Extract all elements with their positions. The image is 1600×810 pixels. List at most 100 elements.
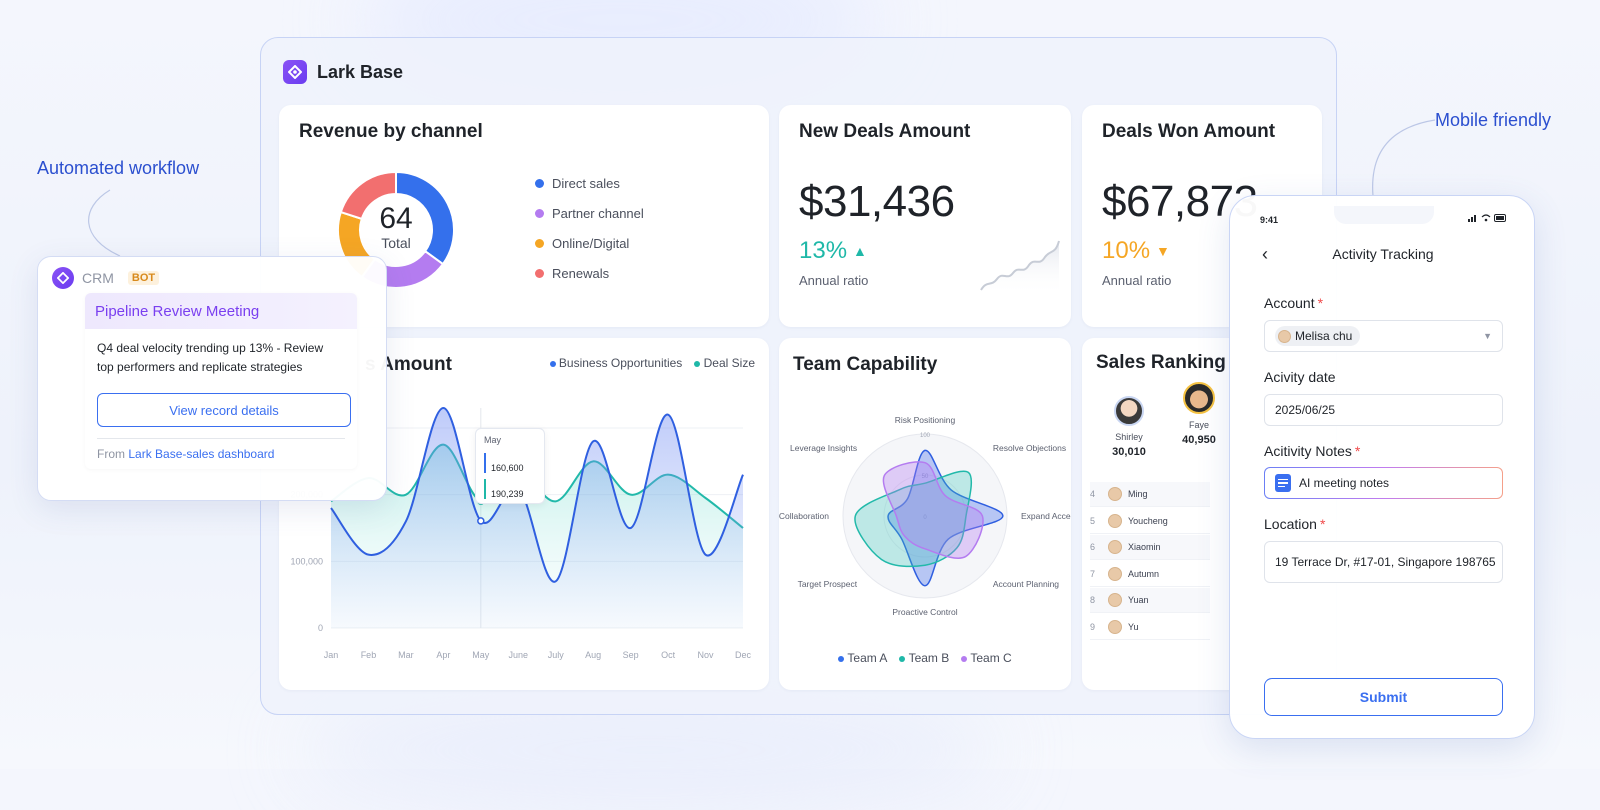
ranking-name: Xiaomin	[1128, 542, 1161, 552]
new-deals-sparkline	[980, 240, 1060, 295]
revenue-legend-item: Online/Digital	[535, 228, 644, 258]
deals-won-title: Deals Won Amount	[1102, 121, 1276, 142]
bot-badge: BOT	[127, 271, 160, 285]
date-label: Acivity date	[1264, 369, 1336, 385]
new-deals-card[interactable]: New Deals Amount $31,436 13% ▲ Annual ra…	[779, 105, 1071, 327]
legend-dot	[535, 178, 544, 188]
radar-axis-label: Risk Positioning	[895, 415, 956, 425]
radar-scale-label: 0	[923, 515, 927, 521]
series-line-business-opportunities[interactable]	[330, 406, 744, 583]
meeting-title-bar: Pipeline Review Meeting	[85, 293, 357, 329]
ranking-row[interactable]: 8 Yuan	[1090, 588, 1210, 613]
mobile-friendly-callout: Mobile friendly	[1435, 110, 1552, 130]
x-tick-label: Mar	[398, 650, 414, 660]
crm-message-text: Q4 deal velocity trending up 13% - Revie…	[97, 341, 324, 374]
area-fill-business-opportunities	[331, 407, 743, 628]
x-tick-label: Jan	[324, 650, 339, 660]
account-select[interactable]: Melisa chu ▼	[1264, 320, 1503, 352]
ranking-row[interactable]: 6 Xiaomin	[1090, 535, 1210, 560]
x-tick-label: Nov	[698, 650, 715, 660]
tooltip-month: May	[484, 435, 502, 445]
avatar	[1108, 619, 1122, 634]
y-tick-label: 0	[318, 623, 323, 633]
radar-axis-label: Proactive Control	[892, 607, 957, 617]
y-tick-label: 100,000	[290, 556, 323, 566]
ranking-name: Youcheng	[1128, 515, 1168, 526]
crm-source-link[interactable]: Lark Base-sales dashboard	[128, 447, 275, 461]
x-tick-label: Apr	[436, 650, 450, 660]
legend-dot	[535, 208, 544, 218]
amount-chart-legend: Business Opportunities Deal Size	[549, 356, 755, 370]
signal-icon	[1468, 215, 1476, 222]
crm-from: From Lark Base-sales dashboard	[97, 447, 275, 461]
date-field[interactable]: 2025/06/25	[1264, 394, 1503, 426]
triangle-up-icon: ▲	[853, 243, 867, 259]
ranking-name: Yu	[1128, 621, 1139, 632]
team-capability-card[interactable]: Team Capability 100 50 0 Risk Positioning Re…	[779, 338, 1071, 690]
radar-series-team-c[interactable]	[882, 461, 984, 559]
ranking-row[interactable]: 4 Ming	[1090, 482, 1210, 507]
team-capability-radar-chart[interactable]: 100 50 0 Risk Positioning Resolve Objections…	[779, 388, 1071, 628]
new-deals-amount: $31,436	[799, 177, 955, 226]
dropdown-caret-icon: ▼	[1483, 331, 1492, 341]
ranking-name: Ming	[1128, 489, 1148, 499]
revenue-legend-item: Partner channel	[535, 198, 644, 228]
notes-value: AI meeting notes	[1299, 476, 1390, 490]
x-tick-label: Aug	[585, 650, 601, 660]
radar-axis-label: Account Planning	[993, 579, 1059, 589]
deals-won-ratio-label: Annual ratio	[1102, 273, 1172, 288]
donut-slice-renewals[interactable]	[339, 170, 397, 221]
amount-area-chart[interactable]: 0100,000200,000JanFebMarAprMayJuneJulyAu…	[279, 378, 769, 678]
triangle-down-icon: ▼	[1156, 243, 1170, 259]
donut-slice-direct-sales[interactable]	[395, 170, 455, 266]
ranking-rank: 6	[1090, 542, 1096, 552]
legend-label: Direct sales	[552, 175, 620, 191]
radar-axis-label: Collaboration	[779, 511, 829, 521]
avatar	[1183, 382, 1215, 414]
ranking-row[interactable]: 5 Youcheng	[1090, 508, 1210, 534]
radar-axis-label: Resolve Objections	[993, 443, 1066, 453]
lark-base-logo-icon	[283, 60, 307, 84]
legend-deal-size: Deal Size	[694, 356, 755, 370]
radar-axis-label: Target Prospect	[798, 579, 858, 589]
crm-divider	[97, 438, 345, 439]
brand: Lark Base	[283, 60, 403, 84]
data-point-may[interactable]	[477, 517, 485, 525]
ranking-top-1: Faye 40,950	[1174, 382, 1224, 446]
ranking-name: Shirley	[1115, 432, 1143, 442]
legend-team-b: Team B	[899, 651, 949, 665]
account-chip: Melisa chu	[1275, 326, 1361, 346]
legend-dot	[535, 268, 544, 278]
sales-ranking-title: Sales Ranking	[1096, 352, 1226, 373]
status-time: 9:41	[1260, 215, 1279, 225]
avatar	[1114, 396, 1144, 426]
back-chevron-icon[interactable]: ‹	[1262, 244, 1268, 264]
chart-tooltip: May 160,600 190,239	[475, 428, 545, 504]
ranking-row[interactable]: 9 Yu	[1090, 614, 1210, 640]
notes-field[interactable]: AI meeting notes	[1264, 467, 1503, 499]
crm-app-name: CRM	[82, 270, 114, 286]
ranking-rank: 5	[1090, 515, 1096, 526]
ranking-row[interactable]: 7 Autumn	[1090, 561, 1210, 587]
donut-total-value: 64	[379, 202, 413, 235]
location-field[interactable]: 19 Terrace Dr, #17-01, Singapore 198765	[1264, 541, 1503, 583]
avatar	[1278, 329, 1291, 343]
submit-button[interactable]: Submit	[1264, 678, 1503, 716]
crm-app-icon	[52, 267, 74, 289]
status-icons	[1468, 214, 1508, 222]
legend-label: Online/Digital	[552, 235, 630, 251]
dashboard-window: Lark Base Revenue by channel 64 Total Di…	[260, 37, 1337, 715]
ranking-rank: 9	[1090, 621, 1096, 632]
callout-connector-right	[1372, 119, 1435, 197]
ranking-value: 40,950	[1182, 434, 1216, 446]
new-deals-title: New Deals Amount	[799, 121, 971, 142]
crm-notification-card[interactable]: CRM BOT Pipeline Review Meeting Q4 deal …	[37, 256, 387, 501]
revenue-legend: Direct sales Partner channel Online/Digita…	[535, 168, 644, 288]
ranking-top-2: Shirley 30,010	[1104, 396, 1154, 458]
view-record-details-button[interactable]: View record details	[97, 393, 351, 427]
account-value: Melisa chu	[1295, 329, 1353, 343]
x-tick-label: Dec	[735, 650, 752, 660]
radar-series-team-b[interactable]	[854, 470, 973, 568]
account-label: Account *	[1264, 295, 1324, 311]
team-capability-legend: Team A Team B Team C	[779, 651, 1071, 665]
